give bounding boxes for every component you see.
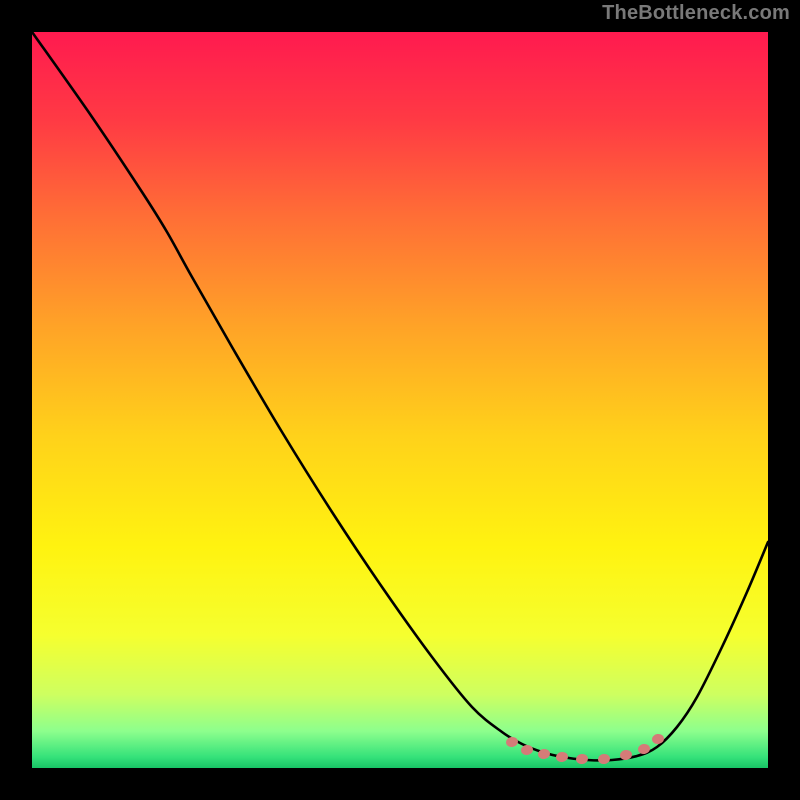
chart-frame: TheBottleneck.com [0,0,800,800]
curve-marker [520,744,533,756]
plot-area [32,32,768,768]
curve-layer [32,32,768,768]
watermark-text: TheBottleneck.com [602,2,790,25]
curve-marker [555,751,568,763]
bottleneck-curve [32,32,768,760]
curve-marker [597,753,610,765]
marker-group [505,733,664,765]
curve-marker [575,753,588,765]
curve-marker [505,736,518,748]
